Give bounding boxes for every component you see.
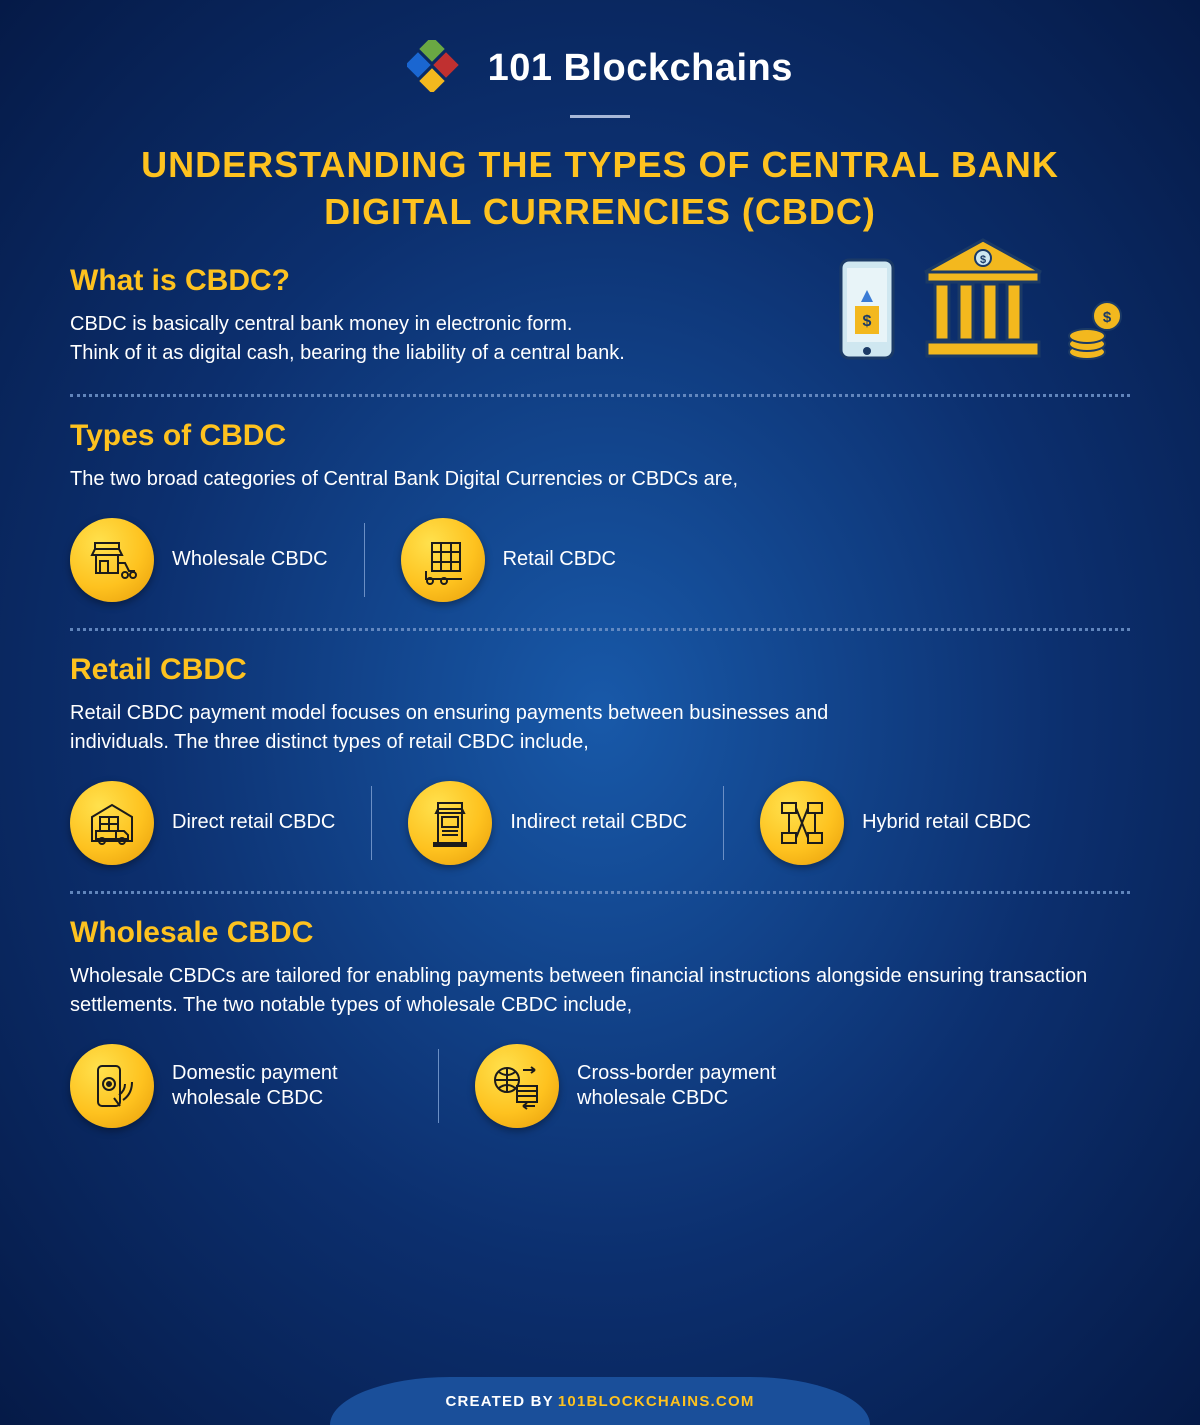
- retail-label: Hybrid retail CBDC: [862, 810, 1031, 835]
- section4-body: Wholesale CBDCs are tailored for enablin…: [70, 962, 1130, 1020]
- section-types-of-cbdc: Types of CBDC The two broad categories o…: [70, 419, 1130, 602]
- footer-site: 101BLOCKCHAINS.COM: [558, 1393, 755, 1410]
- section4-heading: Wholesale CBDC: [70, 916, 1130, 950]
- warehouse-pallet-icon: [401, 518, 485, 602]
- svg-text:$: $: [980, 254, 986, 266]
- retail-item-indirect: Indirect retail CBDC: [408, 781, 687, 865]
- wholesale-label: Domestic payment wholesale CBDC: [172, 1061, 402, 1111]
- section-what-is-cbdc: What is CBDC? CBDC is basically central …: [70, 264, 1130, 368]
- brand-name: 101 Blockchains: [488, 47, 793, 90]
- section3-body: Retail CBDC payment model focuses on ens…: [70, 699, 870, 757]
- logo-cubes-icon: [407, 40, 469, 97]
- section-divider: [70, 628, 1130, 631]
- section1-body-line1: CBDC is basically central bank money in …: [70, 310, 800, 339]
- brand-logo: 101 Blockchains: [70, 40, 1130, 97]
- retail-item-hybrid: Hybrid retail CBDC: [760, 781, 1031, 865]
- section-divider: [70, 394, 1130, 397]
- wholesale-label: Cross-border payment wholesale CBDC: [577, 1061, 807, 1111]
- kiosk-icon: [408, 781, 492, 865]
- section2-body: The two broad categories of Central Bank…: [70, 465, 1130, 494]
- coins-icon: $: [1067, 294, 1125, 364]
- phone-tap-icon: [70, 1044, 154, 1128]
- type-item-retail: Retail CBDC: [401, 518, 616, 602]
- section3-heading: Retail CBDC: [70, 653, 1130, 687]
- phone-icon: $: [835, 254, 899, 364]
- type-item-wholesale: Wholesale CBDC: [70, 518, 328, 602]
- section-divider: [70, 891, 1130, 894]
- retail-label: Direct retail CBDC: [172, 810, 335, 835]
- type-label: Wholesale CBDC: [172, 547, 328, 572]
- wholesale-item-domestic: Domestic payment wholesale CBDC: [70, 1044, 402, 1128]
- title-underline: [570, 115, 630, 118]
- item-separator: [438, 1049, 439, 1123]
- type-label: Retail CBDC: [503, 547, 616, 572]
- section-wholesale-cbdc: Wholesale CBDC Wholesale CBDCs are tailo…: [70, 916, 1130, 1128]
- svg-text:$: $: [1103, 309, 1112, 326]
- truck-garage-icon: [70, 781, 154, 865]
- item-separator: [723, 786, 724, 860]
- retail-item-direct: Direct retail CBDC: [70, 781, 335, 865]
- item-separator: [364, 523, 365, 597]
- section1-body-line2: Think of it as digital cash, bearing the…: [70, 339, 800, 368]
- section2-heading: Types of CBDC: [70, 419, 1130, 453]
- bank-building-icon: $: [913, 234, 1053, 364]
- footer-credit: CREATED BY 101BLOCKCHAINS.COM: [330, 1377, 870, 1425]
- footer-prefix: CREATED BY: [445, 1393, 553, 1410]
- retail-label: Indirect retail CBDC: [510, 810, 687, 835]
- section1-heading: What is CBDC?: [70, 264, 800, 298]
- wholesale-item-crossborder: Cross-border payment wholesale CBDC: [475, 1044, 807, 1128]
- item-separator: [371, 786, 372, 860]
- svg-text:$: $: [863, 313, 872, 330]
- section-retail-cbdc: Retail CBDC Retail CBDC payment model fo…: [70, 653, 1130, 865]
- globe-transfer-icon: [475, 1044, 559, 1128]
- cbdc-illustration: $ $ $: [830, 234, 1130, 364]
- page-title: UNDERSTANDING THE TYPES OF CENTRAL BANK …: [70, 142, 1130, 236]
- network-nodes-icon: [760, 781, 844, 865]
- storefront-cart-icon: [70, 518, 154, 602]
